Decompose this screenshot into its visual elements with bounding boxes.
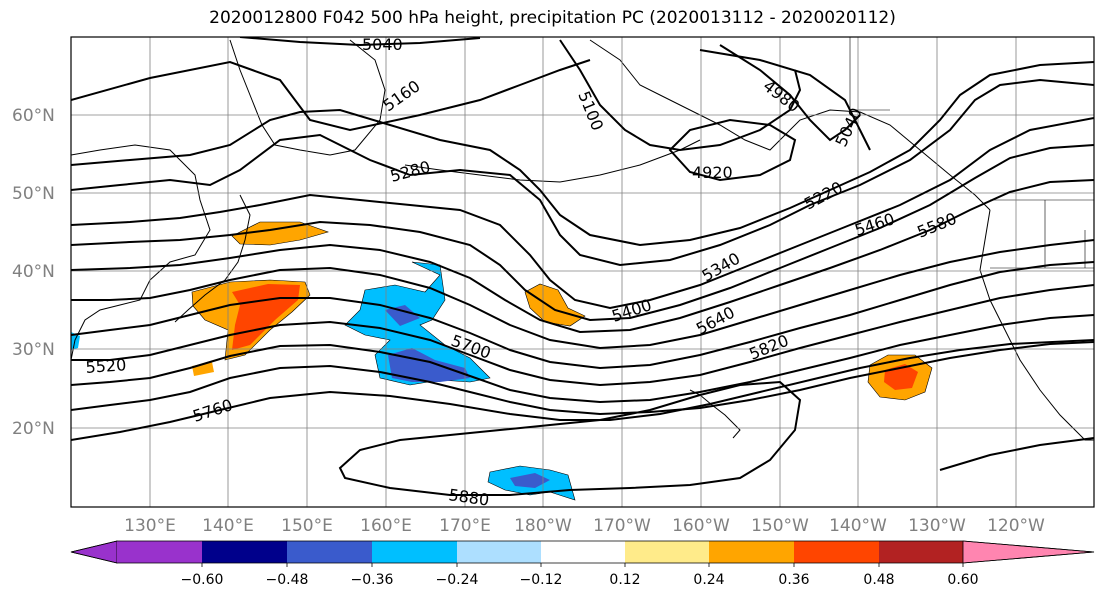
contour-5640 (71, 284, 1094, 387)
colorbar-tick-label: −0.60 (181, 572, 224, 588)
colorbar-tick-label: 0.36 (778, 572, 809, 588)
contour-5460 (71, 179, 1094, 334)
colorbar-segment (117, 541, 202, 563)
colorbar-segment (541, 541, 625, 563)
colorbar-outline (70, 540, 1095, 564)
contour-5400 (71, 144, 1094, 322)
lat-label: 20°N (12, 419, 55, 439)
colorbar-segment (879, 541, 963, 563)
height-contours (71, 37, 1094, 496)
colorbar-tick-label: −0.48 (266, 572, 309, 588)
contour-5580 (71, 261, 1094, 370)
lat-label: 60°N (12, 106, 55, 126)
lon-label: 170°E (439, 516, 491, 536)
colorbar-segment (625, 541, 709, 563)
colorbar-tick-label: −0.24 (436, 572, 479, 588)
colorbar-ticks (201, 563, 964, 567)
contour-5040-top (239, 37, 481, 47)
colorbar: −0.60 −0.48 −0.36 −0.24 −0.12 0.12 0.24 … (70, 540, 1095, 588)
contour-5880 (338, 380, 802, 496)
lon-label: 170°W (593, 516, 651, 536)
contour-5040 (699, 49, 871, 151)
kamchatka-coast (229, 39, 386, 156)
lon-label: 130°W (908, 516, 966, 536)
lon-label: 160°E (360, 516, 412, 536)
map-title: 2020012800 F042 500 hPa height, precipit… (209, 8, 896, 28)
precip-positive-north-japan (231, 221, 329, 246)
contour-5760 (71, 341, 1094, 416)
precip-neg-strong-south (510, 473, 550, 488)
contour-5880-east (939, 437, 1094, 471)
contour-5100 (559, 39, 802, 152)
contour-5700 (71, 314, 1094, 404)
lat-label: 30°N (12, 340, 55, 360)
lat-labels: 60°N 50°N 40°N 30°N 20°N (12, 106, 55, 439)
contour-5340 (71, 117, 1094, 310)
contour-label: 5040 (362, 35, 403, 54)
map-border (70, 36, 1095, 508)
lon-label: 180°W (514, 516, 572, 536)
colorbar-tick-label: −0.36 (351, 572, 394, 588)
colorbar-tick-labels: −0.60 −0.48 −0.36 −0.24 −0.12 0.12 0.24 … (181, 572, 979, 588)
precip-negative-central (344, 261, 491, 386)
precip-neg-strong-central (388, 348, 470, 382)
lon-label: 140°E (202, 516, 254, 536)
contour-4920 (668, 118, 797, 182)
colorbar-extend-high (962, 540, 1095, 564)
colorbar-segment (202, 541, 287, 563)
colorbar-tick-label: 0.48 (863, 572, 894, 588)
lon-label: 130°E (124, 516, 176, 536)
colorbar-tick-label: 0.12 (609, 572, 640, 588)
contour-5280 (71, 78, 1094, 267)
lat-label: 40°N (12, 262, 55, 282)
contour-5820 (71, 339, 1094, 441)
lon-label: 120°W (987, 516, 1045, 536)
lon-label: 150°W (751, 516, 809, 536)
contour-5160 (71, 59, 591, 132)
precip-negative-west-edge (71, 332, 80, 350)
colorbar-segment (287, 541, 372, 563)
contour-4980 (719, 44, 861, 142)
hawaii (689, 389, 741, 439)
colorbar-tick-label: 0.60 (947, 572, 978, 588)
lon-labels: 130°E 140°E 150°E 160°E 170°E 180°W 170°… (124, 516, 1045, 536)
contour-5220 (71, 61, 1094, 247)
precip-neg-strong-central-2 (385, 305, 420, 326)
colorbar-segment (372, 541, 457, 563)
contour-label: 5520 (85, 355, 127, 377)
lon-label: 160°W (672, 516, 730, 536)
precip-strong-japan (232, 284, 300, 350)
colorbar-segment (457, 541, 541, 563)
colorbar-segment (794, 541, 879, 563)
colorbar-segment (709, 541, 794, 563)
precip-positive-dateline (524, 283, 586, 327)
lon-label: 150°E (281, 516, 333, 536)
gridlines (71, 37, 1094, 507)
lon-label: 140°W (829, 516, 887, 536)
colorbar-extend-low (70, 540, 118, 564)
contour-label: 4920 (692, 163, 733, 182)
colorbar-tick-label: −0.12 (520, 572, 563, 588)
contour-5520 (71, 239, 1094, 350)
lat-label: 50°N (12, 184, 55, 204)
asia-coast (71, 144, 211, 361)
colorbar-tick-label: 0.24 (693, 572, 724, 588)
